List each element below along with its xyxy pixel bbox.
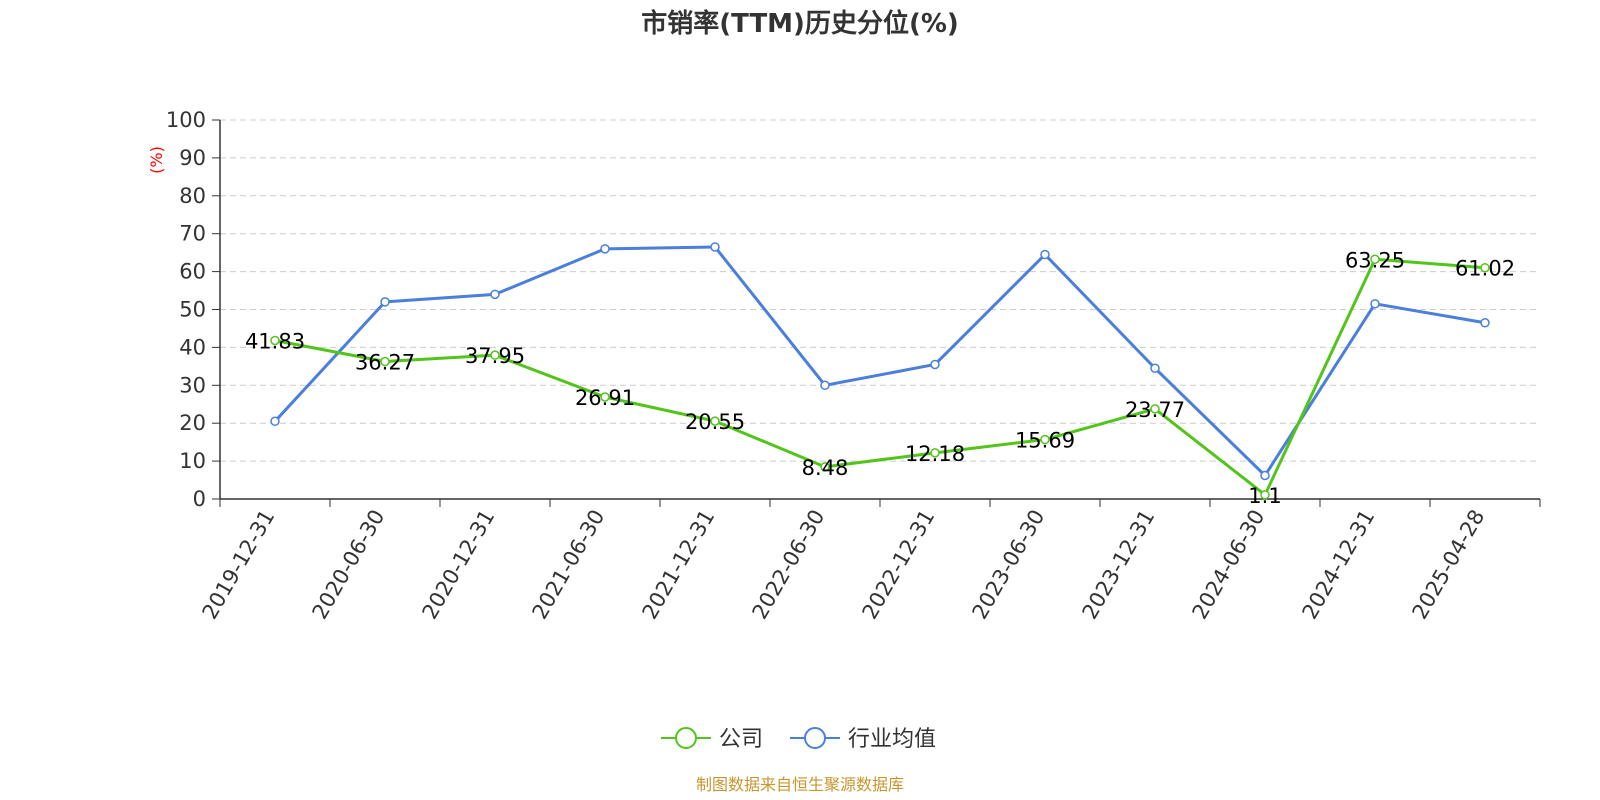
data-point (1480, 318, 1490, 328)
data-point (1260, 470, 1270, 481)
data-label: 15.69 (1015, 429, 1075, 453)
y-tick-label: 100 (166, 108, 206, 132)
data-label: 26.91 (575, 386, 635, 410)
y-axis-unit-label: (%) (147, 146, 166, 174)
data-point (600, 392, 610, 402)
series-layer (270, 242, 1490, 500)
x-tick-label: 2024-06-30 (1188, 506, 1270, 624)
data-point (600, 244, 610, 254)
x-tick-label: 2021-06-30 (528, 506, 610, 624)
y-tick-label: 70 (179, 222, 206, 246)
x-tick-label: 2025-04-28 (1408, 506, 1490, 624)
y-tick-label: 80 (179, 184, 206, 208)
data-point (710, 242, 720, 252)
y-tick-label: 0 (193, 487, 206, 511)
series-line (273, 245, 1486, 478)
data-point (1260, 490, 1270, 500)
legend-circle-icon (675, 727, 697, 749)
data-label: 61.02 (1455, 257, 1515, 281)
data-point (1370, 299, 1380, 309)
data-label: 8.48 (802, 456, 849, 480)
source-note: 制图数据来自恒生聚源数据库 (696, 775, 904, 794)
x-tick-label: 2023-12-31 (1078, 506, 1160, 624)
data-label: 37.95 (465, 344, 525, 368)
x-tick-label: 2019-12-31 (198, 506, 280, 624)
data-point (490, 289, 500, 300)
data-point (380, 297, 390, 307)
legend-label: 公司 (719, 727, 763, 752)
y-tick-label: 10 (179, 449, 206, 473)
y-axis-ticks: 0 10 20 30 40 50 60 70 80 90 100 (166, 108, 220, 511)
x-tick-label: 2022-12-31 (858, 506, 940, 624)
x-tick-label: 2023-06-30 (968, 506, 1050, 624)
data-point (270, 335, 280, 346)
x-tick-label: 2021-12-31 (638, 506, 720, 624)
data-point (820, 462, 830, 472)
data-label: 63.25 (1345, 248, 1405, 272)
legend-item[interactable]: 行业均值 (790, 727, 936, 752)
legend-circle-icon (804, 727, 827, 749)
data-labels: 41.83 36.27 37.95 26.91 20.55 8.48 12.18 15.69 2… (245, 248, 1515, 508)
data-point (710, 416, 720, 426)
x-axis-ticks: 2019-12-31 2020-06-30 2020-12-31 2021-06-30… (198, 499, 1541, 624)
y-tick-label: 40 (179, 335, 206, 359)
x-tick-label: 2020-06-30 (308, 506, 390, 624)
data-point (490, 350, 500, 360)
data-point (1040, 249, 1050, 260)
data-point (1370, 254, 1380, 265)
y-tick-label: 90 (179, 146, 206, 170)
x-tick-label: 2020-12-31 (418, 506, 500, 624)
legend[interactable]: 公司 行业均值 (661, 727, 936, 752)
x-tick-label: 2022-06-30 (748, 506, 830, 624)
y-tick-label: 60 (179, 260, 206, 284)
grid-lines (220, 119, 1540, 462)
legend-label: 行业均值 (848, 727, 936, 752)
y-tick-label: 20 (179, 411, 206, 435)
chart-title: 市销率(TTM)历史分位(%) (641, 8, 959, 39)
data-point (1040, 434, 1050, 445)
data-point (1150, 404, 1160, 414)
data-label: 23.77 (1125, 398, 1185, 422)
data-label: 36.27 (355, 351, 415, 375)
x-tick-label: 2024-12-31 (1298, 506, 1380, 624)
data-point (820, 380, 830, 391)
data-label: 41.83 (245, 329, 305, 353)
data-point (1480, 262, 1490, 273)
y-tick-label: 30 (179, 373, 206, 397)
data-label: 12.18 (905, 442, 965, 466)
data-point (930, 359, 940, 370)
data-point (380, 356, 390, 367)
data-point (270, 416, 280, 427)
y-tick-label: 50 (179, 298, 206, 322)
data-label: 20.55 (685, 410, 745, 434)
data-point (1150, 363, 1160, 373)
series-line (274, 257, 1486, 497)
legend-item[interactable]: 公司 (661, 727, 763, 752)
data-label: 1.1 (1248, 484, 1281, 508)
data-point (930, 448, 940, 458)
